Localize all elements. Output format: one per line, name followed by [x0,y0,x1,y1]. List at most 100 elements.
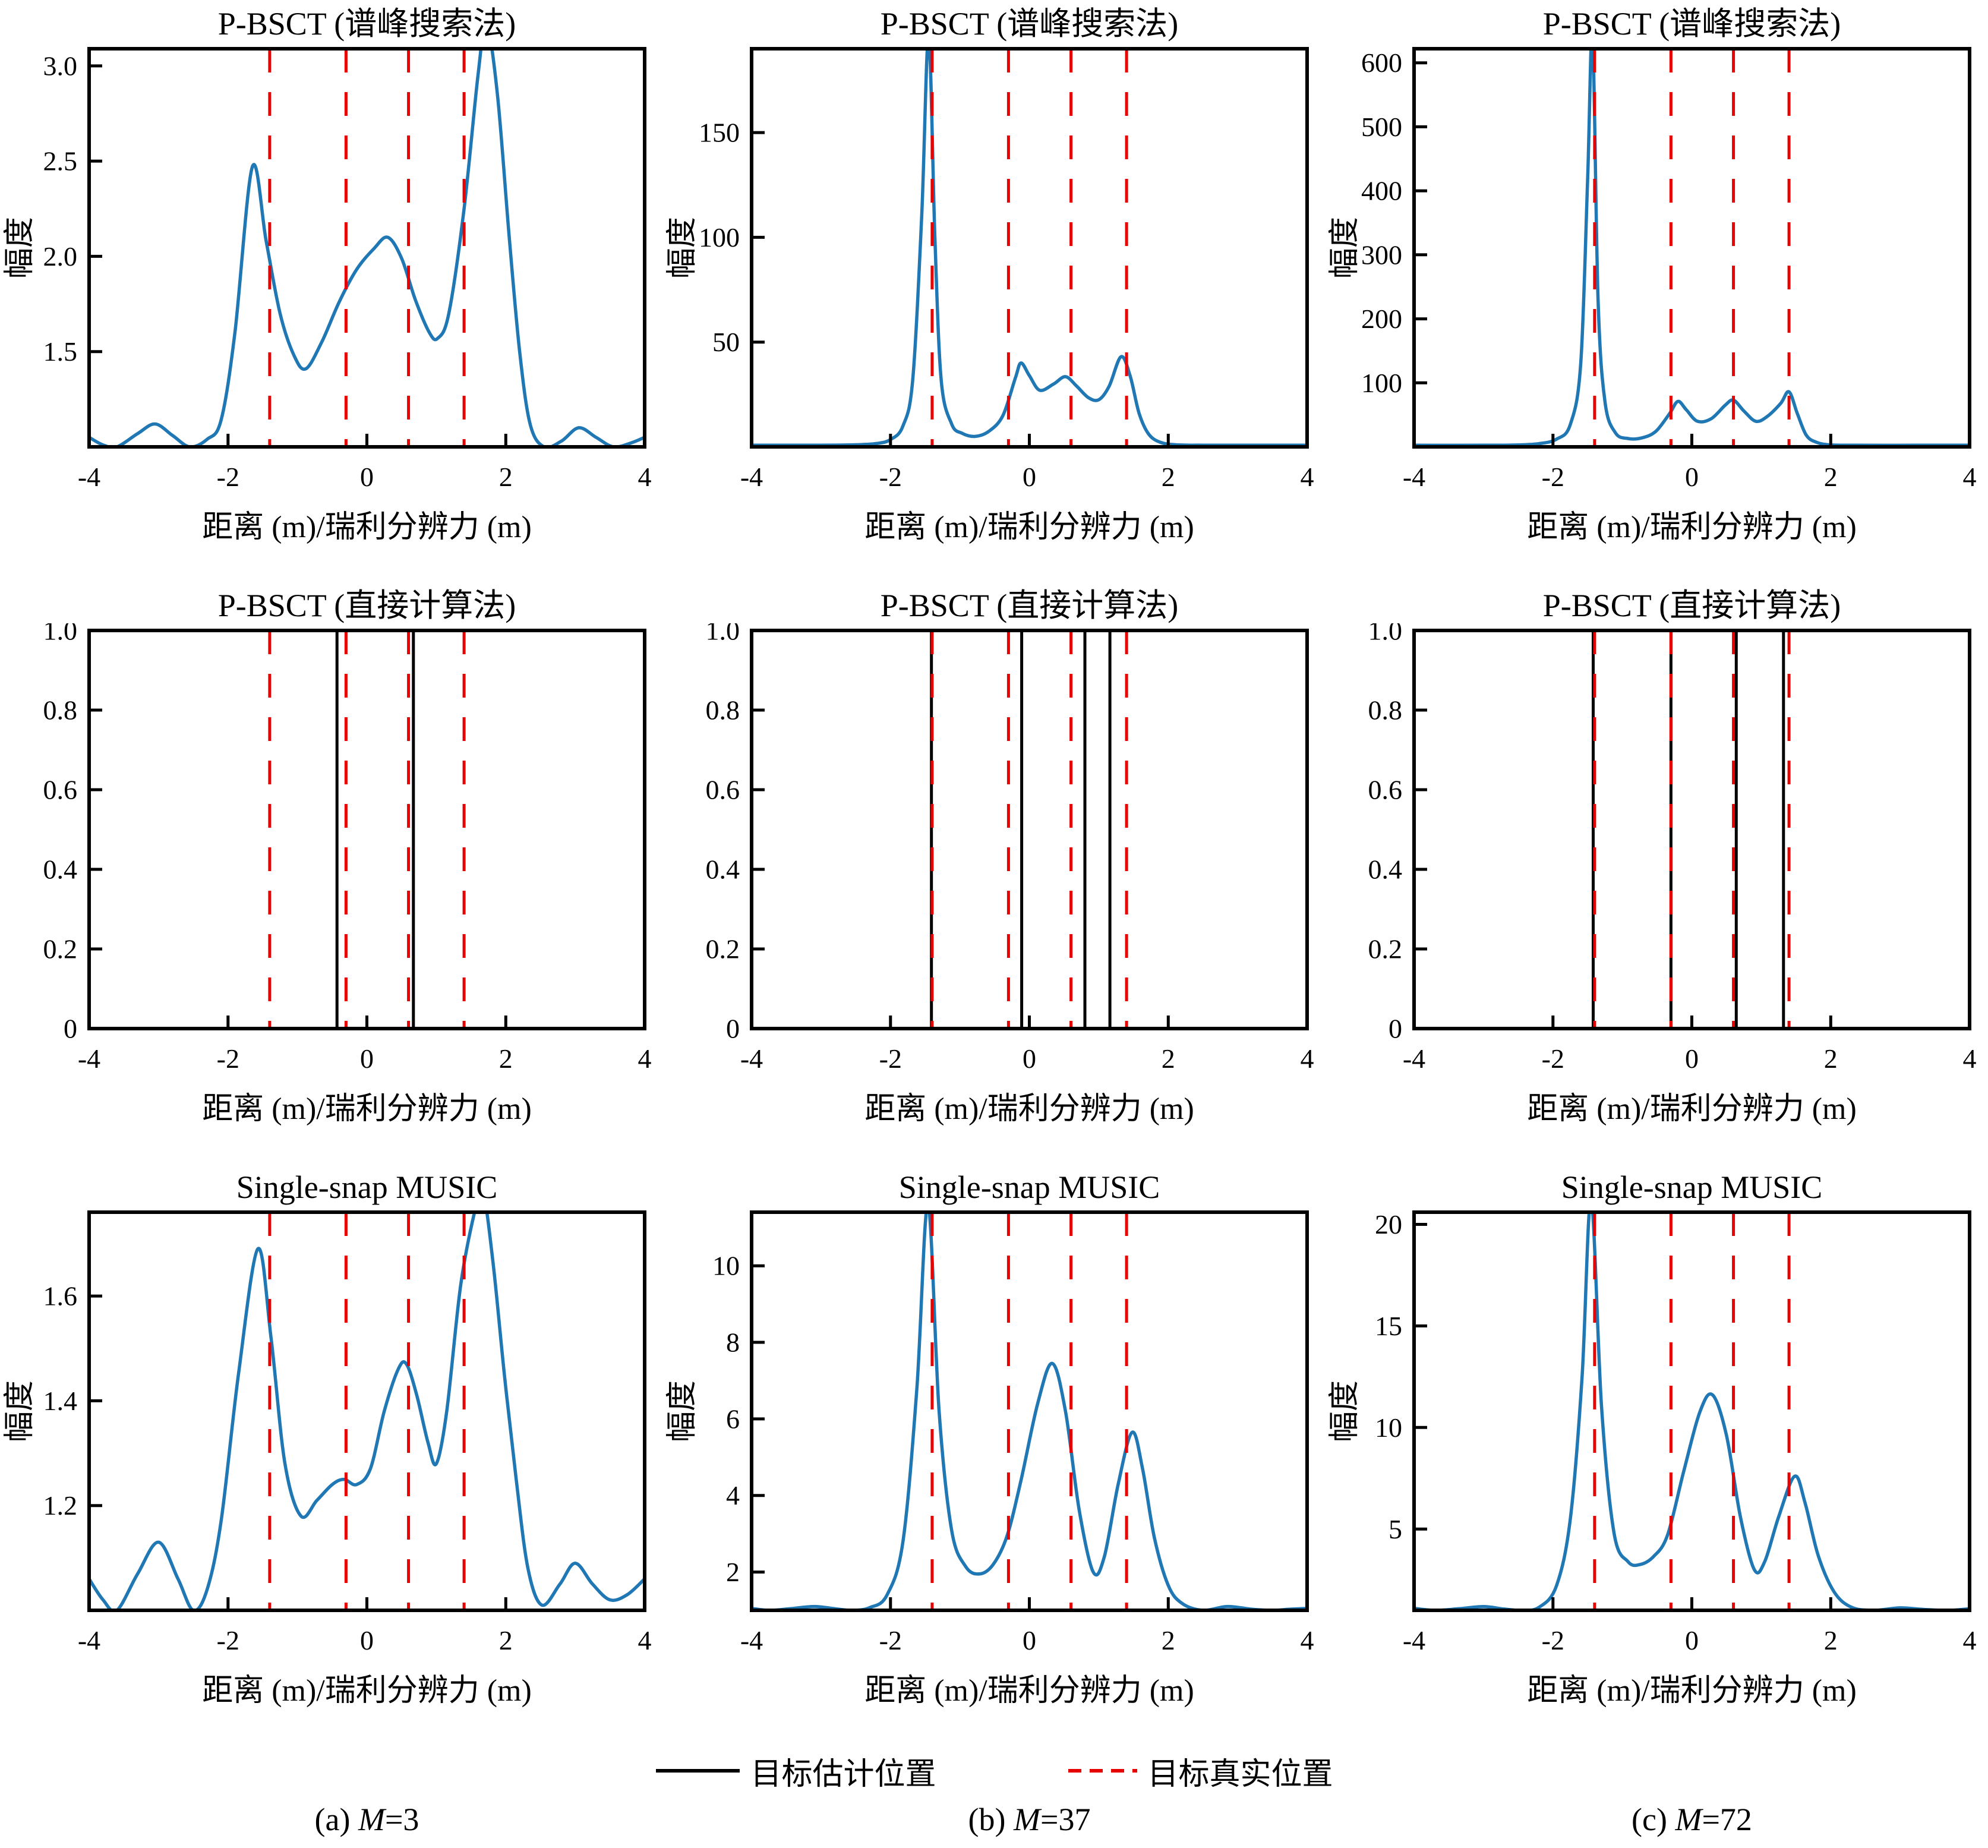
svg-text:4: 4 [638,1625,652,1655]
svg-text:400: 400 [1361,176,1402,206]
svg-text:0: 0 [64,1014,77,1044]
legend-label-true: 目标真实位置 [1147,1757,1333,1792]
svg-text:0.8: 0.8 [706,695,740,726]
svg-text:0.8: 0.8 [43,695,78,726]
svg-text:距离 (m)/瑞利分辨力 (m): 距离 (m)/瑞利分辨力 (m) [1527,1674,1857,1708]
plot-cell-r1c1: P-BSCT (谱峰搜索法) -4 -2 0 2 4 1.5 2.0 2.5 3.0 距离 (m)… [0,4,662,585]
svg-text:50: 50 [712,327,740,357]
svg-text:距离 (m)/瑞利分辨力 (m): 距离 (m)/瑞利分辨力 (m) [864,510,1194,544]
svg-text:2: 2 [499,1625,513,1655]
svg-text:2: 2 [1824,1043,1838,1074]
svg-text:距离 (m)/瑞利分辨力 (m): 距离 (m)/瑞利分辨力 (m) [1527,1092,1857,1126]
svg-text:2: 2 [499,462,513,492]
svg-text:-4: -4 [740,462,763,492]
svg-text:-2: -2 [879,462,902,492]
svg-text:0: 0 [1023,462,1036,492]
svg-text:0.6: 0.6 [706,775,740,805]
svg-text:4: 4 [726,1480,740,1510]
svg-text:600: 600 [1361,48,1402,78]
svg-text:0: 0 [360,462,374,492]
plot-cell-r3c1: Single-snap MUSIC -4 -2 0 2 4 1.2 1.4 1.6 距离 (m)… [0,1167,662,1749]
plot-music-m3: -4 -2 0 2 4 1.2 1.4 1.6 距离 (m)/瑞利分辨力 (m) 幅度 [3,1210,652,1708]
legend-label-estimated: 目标估计位置 [750,1757,936,1792]
plot-music-m37: -4 -2 0 2 4 2 4 6 8 10 距离 (m)/瑞利分辨力 (m) 幅度 [665,1210,1314,1708]
svg-text:300: 300 [1361,239,1402,270]
svg-text:0.4: 0.4 [1368,854,1403,885]
svg-text:幅度: 幅度 [3,217,37,279]
svg-text:幅度: 幅度 [665,1380,699,1442]
svg-text:1.0: 1.0 [43,623,78,646]
plot-cell-r1c3: P-BSCT (谱峰搜索法) -4 -2 0 2 4 100 200 300 400 500 600… [1325,4,1987,585]
svg-text:1.0: 1.0 [1368,623,1403,646]
plots-grid: P-BSCT (谱峰搜索法) -4 -2 0 2 4 1.5 2.0 2.5 3.0 距离 (m)… [0,4,1987,1749]
caption-variable: M [1014,1802,1040,1837]
svg-text:-2: -2 [1542,1625,1564,1655]
svg-text:2.5: 2.5 [43,146,78,176]
caption-c: (c) M=72 [1414,1801,1970,1838]
plot-pbsct-direct-m37: -4 -2 0 2 4 0 0.2 0.4 0.6 0.8 1.0 距离 (m)/瑞利分辨力 (m) [706,623,1314,1126]
svg-text:0.2: 0.2 [43,934,78,964]
svg-text:-2: -2 [1542,462,1564,492]
svg-text:0: 0 [1389,1014,1402,1044]
svg-text:5: 5 [1389,1514,1402,1544]
svg-text:0.4: 0.4 [706,854,740,885]
svg-text:8: 8 [726,1327,740,1358]
svg-text:-4: -4 [78,462,100,492]
svg-text:1.2: 1.2 [43,1490,78,1521]
svg-text:0: 0 [360,1043,374,1074]
svg-text:-4: -4 [78,1625,100,1655]
svg-text:-2: -2 [217,1625,239,1655]
plot-cell-r2c2: P-BSCT (直接计算法) -4 -2 0 2 4 0 0.2 0.4 0.6 0.8 1.0 距离… [662,585,1325,1167]
svg-text:0.6: 0.6 [43,775,78,805]
svg-text:0: 0 [1023,1625,1036,1655]
svg-text:幅度: 幅度 [1328,1380,1362,1442]
svg-text:-4: -4 [1403,1043,1425,1074]
svg-text:2: 2 [1162,1043,1175,1074]
svg-text:距离 (m)/瑞利分辨力 (m): 距离 (m)/瑞利分辨力 (m) [864,1674,1194,1708]
svg-text:-4: -4 [740,1625,763,1655]
svg-text:距离 (m)/瑞利分辨力 (m): 距离 (m)/瑞利分辨力 (m) [1527,510,1857,544]
legend-item-estimated: 目标估计位置 [655,1749,936,1793]
plot-title: P-BSCT (直接计算法) [217,588,516,623]
caption-b: (b) M=37 [752,1801,1307,1838]
svg-text:2: 2 [1824,462,1838,492]
svg-text:200: 200 [1361,304,1402,334]
svg-text:2: 2 [726,1557,740,1587]
svg-text:3.0: 3.0 [43,51,78,81]
svg-text:100: 100 [1361,368,1402,398]
svg-text:0: 0 [1685,1625,1699,1655]
svg-text:10: 10 [1375,1412,1402,1443]
caption-value: =72 [1702,1802,1752,1837]
plot-cell-r3c2: Single-snap MUSIC -4 -2 0 2 4 2 4 6 8 10 距离 (m)/瑞利… [662,1167,1325,1749]
legend-item-true: 目标真实位置 [1067,1749,1333,1793]
svg-text:20: 20 [1375,1209,1402,1240]
plot-title: P-BSCT (谱峰搜索法) [1542,6,1841,42]
svg-text:100: 100 [699,222,740,253]
svg-text:4: 4 [1301,1625,1314,1655]
plot-pbsct-direct-m3: -4 -2 0 2 4 0 0.2 0.4 0.6 0.8 1.0 距离 (m)/瑞利分辨力 (m) [43,623,652,1126]
svg-text:2: 2 [1162,1625,1175,1655]
svg-text:0.8: 0.8 [1368,695,1403,726]
plot-pbsct-search-m72: -4 -2 0 2 4 100 200 300 400 500 600 距离 (m)/瑞利分辨力 (m… [1328,47,1977,544]
estimated-line-swatch [656,1769,740,1773]
svg-text:2: 2 [1162,462,1175,492]
svg-text:4: 4 [1301,1043,1314,1074]
plot-title: P-BSCT (谱峰搜索法) [217,6,516,42]
plot-title: Single-snap MUSIC [898,1169,1160,1205]
caption-value: =37 [1040,1802,1091,1837]
svg-text:-2: -2 [1542,1043,1564,1074]
svg-text:-4: -4 [78,1043,100,1074]
caption-variable: M [358,1802,385,1837]
plot-cell-r3c3: Single-snap MUSIC -4 -2 0 2 4 5 10 15 20 距离 (m)/瑞… [1325,1167,1987,1749]
svg-text:-2: -2 [879,1625,902,1655]
svg-text:4: 4 [1963,1625,1977,1655]
svg-text:幅度: 幅度 [665,217,699,279]
true-line-swatch [1068,1769,1137,1773]
svg-text:6: 6 [726,1404,740,1434]
svg-text:-4: -4 [1403,462,1425,492]
plot-title: P-BSCT (直接计算法) [880,588,1179,623]
svg-text:0: 0 [1023,1043,1036,1074]
svg-text:1.6: 1.6 [43,1281,78,1311]
svg-text:500: 500 [1361,112,1402,142]
